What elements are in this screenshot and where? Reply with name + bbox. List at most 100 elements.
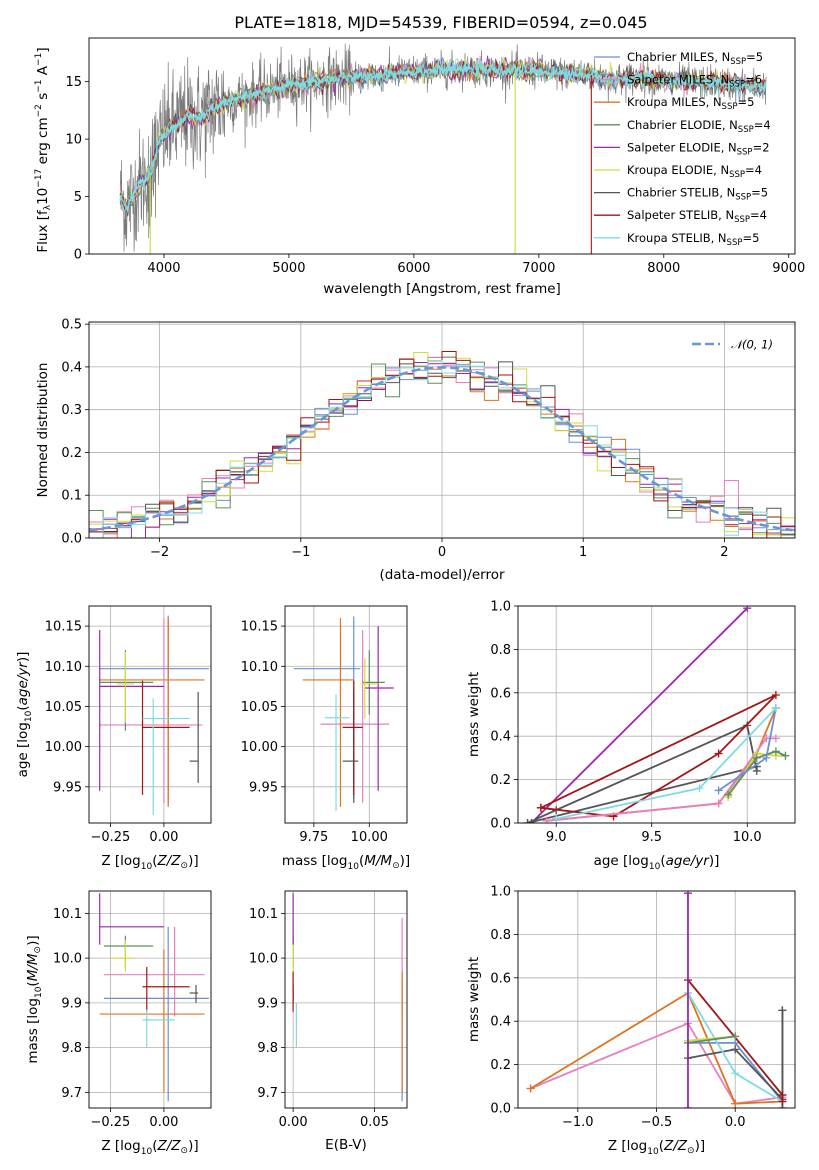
x-tick-label: 10.0 [733, 830, 762, 845]
weight-marker-salpeter-miles [714, 799, 723, 808]
y-tick-label: 0 [74, 248, 82, 263]
x-axis-label: age [log10(age/yr)] [594, 853, 720, 872]
y-axis-label: mass weight [466, 672, 482, 757]
legend-label: Kroupa STELIB, NSSP=5 [627, 231, 759, 248]
weight-marker-chabrier-miles [762, 753, 771, 762]
y-tick-label: 10.00 [241, 740, 278, 755]
weight-marker-kroupa-miles [526, 1084, 535, 1093]
axes-frame [284, 890, 408, 1109]
histogram-bars [89, 351, 795, 538]
weight-marker-kroupa-stelib [552, 814, 561, 823]
weight-marker-salpeter-elodie [743, 606, 752, 613]
y-tick-label: 1.0 [490, 600, 511, 615]
y-tick-label: 9.8 [257, 1041, 278, 1056]
x-tick-label: 0.00 [149, 1115, 178, 1130]
y-tick-label: 10.0 [53, 952, 82, 967]
x-tick-label: 0.0 [725, 1115, 746, 1130]
weight-lines [523, 606, 790, 823]
y-tick-label: 10.15 [45, 620, 82, 635]
weight-marker-chabrier-stelib [731, 1045, 740, 1054]
weight-line-kroupa-stelib [556, 707, 777, 820]
legend-label: Salpeter ELODIE, NSSP=2 [627, 140, 770, 157]
y-tick-label: 0.4 [490, 730, 511, 745]
x-tick-label: 0 [438, 545, 446, 560]
legend-label: Salpeter MILES, NSSP=6 [627, 73, 762, 90]
weight-marker-salpeter-stelib [771, 690, 780, 699]
y-axis-label: Normed distribution [35, 363, 51, 498]
weight-marker-salpeter-elodie [683, 891, 692, 898]
y-tick-label: 9.8 [61, 1041, 82, 1056]
age-vs-z-panel: −0.25 0.00 9.95 10.00 10.05 10.10 10.15 Z [log1… [15, 605, 212, 872]
x-tick-label: −2 [150, 545, 169, 560]
x-axis-label: E(B-V) [325, 1137, 367, 1153]
y-tick-label: 10.05 [45, 700, 82, 715]
weight-vs-z-panel: −1.0 −0.5 0.0 0.0 0.2 0.4 0.6 0.8 1.0 mass weight… [466, 885, 796, 1157]
x-tick-label: 10.00 [351, 830, 388, 845]
age-vs-mass-panel: 9.75 10.00 9.95 10.00 10.05 10.10 10.15 mass [l… [241, 605, 410, 872]
weight-line-chabrier-stelib [527, 724, 758, 823]
y-axis-label: mass [log10(M/M⊙)] [25, 935, 44, 1063]
y-tick-label: 0.0 [61, 532, 82, 547]
weight-marker-kroupa-stelib [731, 1069, 740, 1078]
y-tick-label: 10.00 [45, 740, 82, 755]
legend-label: Chabrier STELIB, NSSP=5 [627, 186, 768, 203]
legend-label: Kroupa MILES, NSSP=5 [627, 95, 754, 112]
x-axis-label: Z [log10(Z/Z⊙)] [101, 1138, 198, 1157]
weight-vs-age-panel: 9.0 9.5 10.0 0.0 0.2 0.4 0.6 0.8 1.0 mass weight a… [466, 600, 796, 872]
weight-marker-salpeter-miles [771, 734, 780, 743]
weight-line-kroupa-miles [530, 991, 783, 1105]
y-tick-label: 0.6 [490, 971, 511, 986]
x-axis-label: Z [log10(Z/Z⊙)] [101, 853, 198, 872]
y-tick-label: 0.3 [61, 403, 82, 418]
y-tick-label: 9.9 [61, 996, 82, 1011]
x-axis-label: wavelength [Angstrom, rest frame] [323, 281, 561, 297]
y-tick-label: 9.9 [257, 996, 278, 1011]
x-tick-label: −0.5 [641, 1115, 673, 1130]
y-tick-label: 10.1 [53, 907, 82, 922]
weight-marker-salpeter-stelib [714, 749, 723, 758]
y-tick-label: 0.2 [490, 1058, 511, 1073]
x-tick-label: 9.75 [299, 830, 328, 845]
legend-label: Kroupa ELODIE, NSSP=4 [627, 163, 762, 180]
x-tick-label: 0.05 [360, 1115, 389, 1130]
x-tick-label: 0.00 [149, 830, 178, 845]
legend-label: Chabrier ELODIE, NSSP=4 [627, 118, 771, 135]
axes-frame [88, 605, 212, 824]
axes-frame [517, 605, 796, 824]
mass-vs-ebv-panel: 0.00 0.05 9.7 9.8 9.9 10.0 10.1 E(B-V) [249, 890, 408, 1153]
legend-label: Chabrier MILES, NSSP=5 [627, 50, 763, 67]
weight-marker-chabrier-miles [714, 786, 723, 795]
y-tick-label: 0.0 [490, 817, 511, 832]
x-tick-label: 2 [720, 545, 728, 560]
weight-line-salpeter-elodie [530, 607, 748, 823]
y-tick-label: 10 [65, 133, 82, 148]
weight-line-chabrier-elodie [687, 1035, 736, 1044]
spectrum-legend: Chabrier MILES, NSSP=5 Salpeter MILES, NS… [594, 50, 771, 248]
y-tick-label: 0.8 [490, 928, 511, 943]
normal-curve [89, 366, 793, 532]
y-tick-label: 0.2 [61, 446, 82, 461]
weight-marker-salpeter-elodie [683, 1104, 692, 1108]
weight-line-salpeter-miles [530, 1022, 783, 1105]
y-tick-label: 9.95 [249, 780, 278, 795]
weight-marker-chabrier-elodie [752, 753, 761, 762]
weight-marker-kroupa-stelib [771, 703, 780, 712]
x-tick-label: 6000 [397, 261, 430, 276]
axes-frame [88, 890, 212, 1109]
x-tick-label: 9000 [772, 261, 805, 276]
errorbar-points [99, 893, 209, 1102]
y-tick-label: 1.0 [490, 885, 511, 900]
weight-marker-chabrier-elodie [724, 790, 733, 799]
axes-frame [517, 890, 796, 1109]
weight-marker-salpeter-miles [762, 734, 771, 743]
legend-label: 𝒩(0, 1) [731, 338, 773, 352]
y-tick-label: 0.8 [490, 643, 511, 658]
y-tick-label: 0.6 [490, 686, 511, 701]
y-tick-label: 10.10 [45, 660, 82, 675]
y-tick-label: 0.0 [490, 1102, 511, 1117]
x-tick-label: 9.5 [641, 830, 662, 845]
axes-frame [88, 37, 796, 255]
y-tick-label: 15 [65, 75, 82, 90]
weight-marker-chabrier-stelib [778, 1006, 787, 1015]
